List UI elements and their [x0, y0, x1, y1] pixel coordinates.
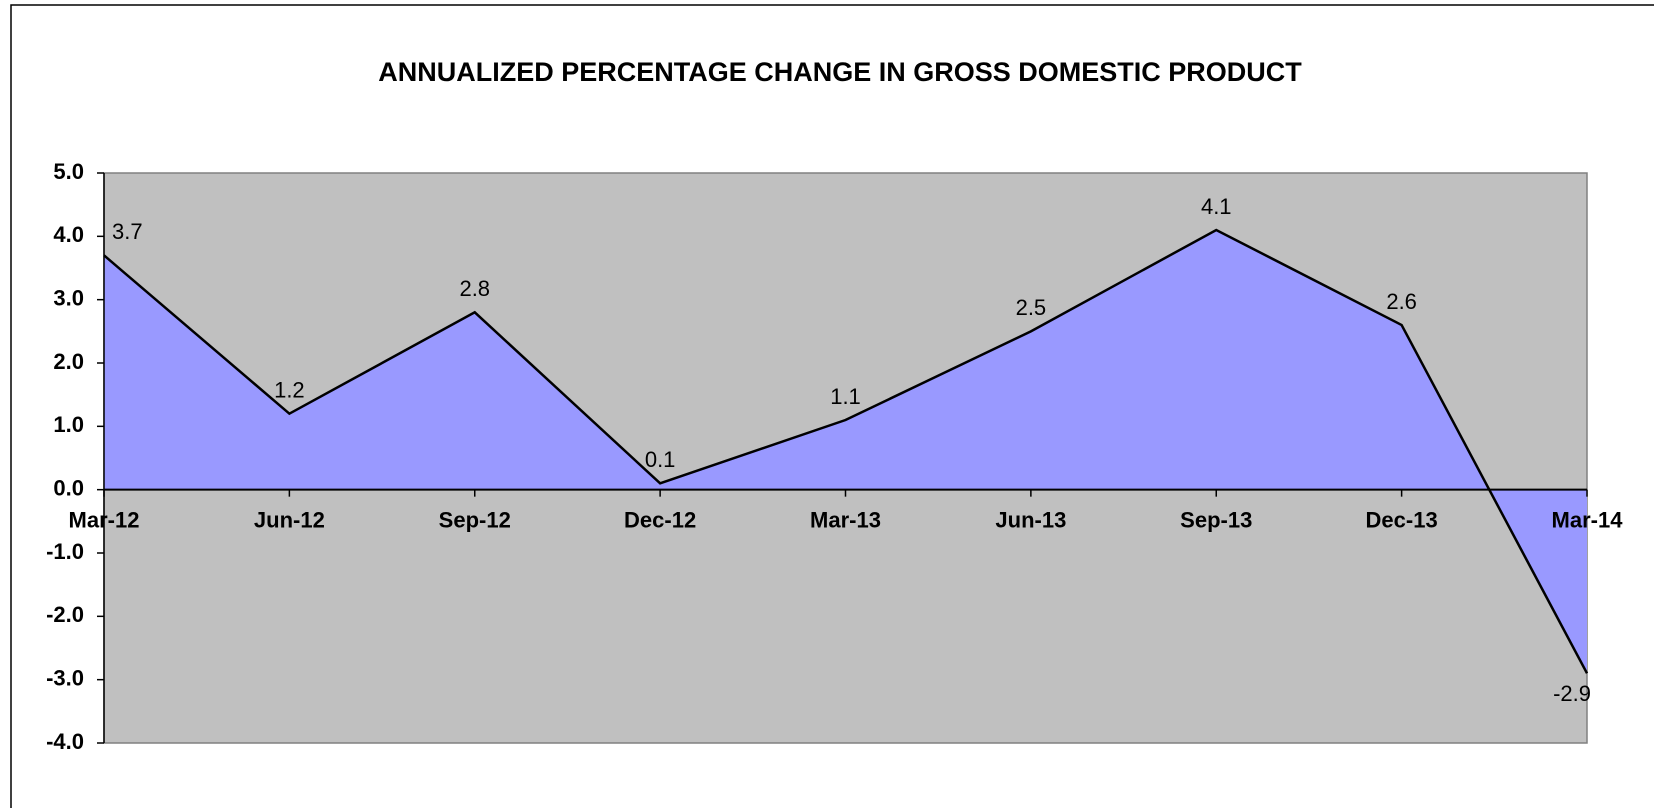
y-tick-label: -1.0 [46, 539, 84, 564]
data-label: 2.6 [1386, 289, 1417, 314]
x-tick-label: Jun-12 [254, 507, 325, 532]
y-tick-label: 2.0 [53, 349, 84, 374]
x-tick-label: Mar-14 [1552, 507, 1624, 532]
data-label: 0.1 [645, 447, 676, 472]
x-tick-label: Jun-13 [995, 507, 1066, 532]
x-tick-label: Mar-13 [810, 507, 881, 532]
area-fill [104, 230, 1587, 674]
area-line [103, 228, 1589, 674]
y-tick-label: 4.0 [53, 222, 84, 247]
x-tick-label: Sep-13 [1180, 507, 1252, 532]
y-tick-label: 3.0 [53, 285, 84, 310]
y-tick-label: 5.0 [53, 159, 84, 184]
y-tick-label: -3.0 [46, 665, 84, 690]
y-tick-label: -2.0 [46, 602, 84, 627]
data-label: 2.5 [1016, 295, 1047, 320]
data-label: 4.1 [1201, 194, 1232, 219]
chart-title: ANNUALIZED PERCENTAGE CHANGE IN GROSS DO… [378, 57, 1302, 87]
x-tick-label: Mar-12 [69, 507, 140, 532]
data-label: 1.2 [274, 377, 305, 402]
data-label: 1.1 [830, 384, 861, 409]
data-label: -2.9 [1553, 681, 1591, 706]
data-label: 2.8 [459, 276, 490, 301]
x-tick-label: Sep-12 [439, 507, 511, 532]
x-tick-label: Dec-13 [1366, 507, 1438, 532]
data-label: 3.7 [112, 219, 143, 244]
y-tick-label: 0.0 [53, 475, 84, 500]
x-tick-label: Dec-12 [624, 507, 696, 532]
y-tick-label: 1.0 [53, 412, 84, 437]
y-tick-label: -4.0 [46, 729, 84, 754]
